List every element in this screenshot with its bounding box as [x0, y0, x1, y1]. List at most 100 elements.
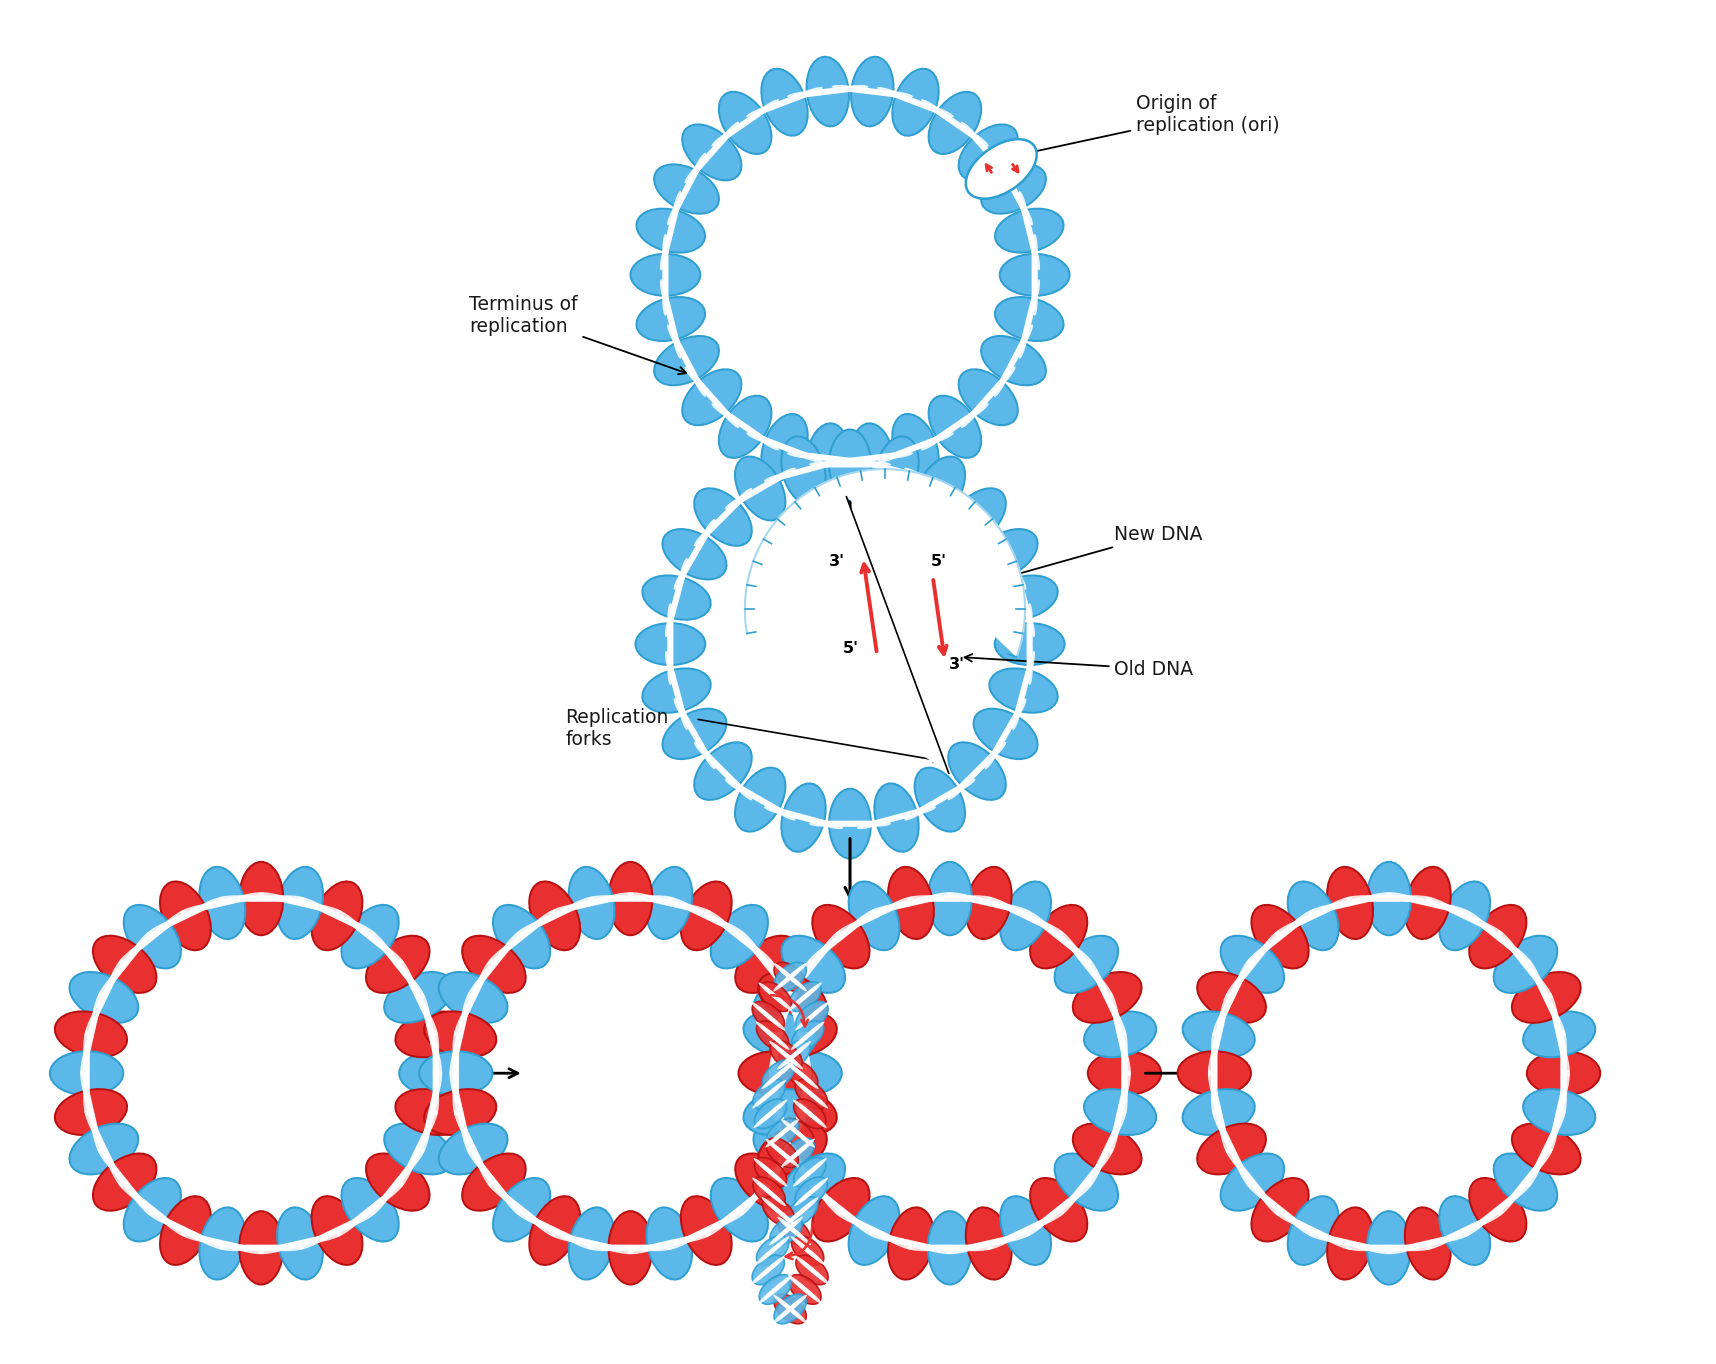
Ellipse shape [774, 1004, 789, 1037]
Ellipse shape [786, 1124, 810, 1143]
Ellipse shape [946, 779, 975, 797]
Ellipse shape [1018, 581, 1030, 614]
Ellipse shape [1225, 970, 1248, 998]
Ellipse shape [769, 95, 801, 109]
Ellipse shape [793, 1099, 817, 1118]
Ellipse shape [1218, 993, 1229, 1027]
Ellipse shape [959, 370, 1018, 426]
Ellipse shape [1251, 1178, 1309, 1241]
Ellipse shape [987, 896, 1019, 914]
Ellipse shape [752, 1264, 774, 1284]
Ellipse shape [776, 468, 808, 479]
Ellipse shape [415, 993, 432, 1024]
Ellipse shape [795, 1256, 819, 1275]
Text: Origin of
replication (ori): Origin of replication (ori) [1014, 94, 1280, 158]
Ellipse shape [807, 941, 836, 964]
Ellipse shape [84, 1030, 89, 1067]
Ellipse shape [482, 951, 506, 978]
Ellipse shape [400, 959, 415, 992]
Ellipse shape [724, 491, 755, 509]
Ellipse shape [1218, 993, 1234, 1024]
Ellipse shape [801, 1030, 808, 1067]
Ellipse shape [1474, 1206, 1502, 1229]
Ellipse shape [793, 1279, 817, 1300]
Ellipse shape [84, 1110, 101, 1143]
Ellipse shape [347, 918, 374, 940]
Ellipse shape [1275, 1211, 1308, 1228]
Ellipse shape [652, 898, 686, 908]
Ellipse shape [1275, 918, 1308, 936]
Ellipse shape [789, 993, 800, 1027]
Ellipse shape [880, 1233, 913, 1249]
Ellipse shape [148, 1206, 177, 1229]
Ellipse shape [832, 85, 867, 93]
Ellipse shape [817, 1187, 841, 1215]
Ellipse shape [765, 1138, 798, 1168]
Ellipse shape [762, 1198, 784, 1217]
Ellipse shape [1220, 1154, 1284, 1211]
Ellipse shape [662, 709, 726, 760]
Ellipse shape [498, 1187, 522, 1215]
Ellipse shape [832, 457, 867, 465]
Ellipse shape [640, 1241, 674, 1251]
Ellipse shape [1182, 1088, 1254, 1135]
Ellipse shape [1249, 1177, 1272, 1206]
Ellipse shape [432, 1030, 439, 1067]
Ellipse shape [91, 993, 101, 1027]
Ellipse shape [734, 768, 786, 832]
Ellipse shape [668, 603, 673, 637]
Ellipse shape [1030, 280, 1040, 312]
Ellipse shape [817, 1191, 846, 1214]
Ellipse shape [774, 1045, 798, 1065]
Ellipse shape [1088, 959, 1105, 992]
Ellipse shape [801, 1041, 812, 1076]
Ellipse shape [757, 1260, 779, 1279]
Ellipse shape [1560, 1068, 1567, 1103]
Ellipse shape [379, 1177, 402, 1206]
Ellipse shape [849, 1196, 899, 1264]
Ellipse shape [788, 90, 822, 98]
Ellipse shape [702, 913, 734, 930]
Ellipse shape [680, 902, 712, 919]
Ellipse shape [1019, 191, 1028, 224]
Ellipse shape [734, 1154, 798, 1211]
Ellipse shape [681, 1196, 731, 1264]
Ellipse shape [1285, 910, 1314, 933]
Ellipse shape [1213, 1094, 1224, 1129]
Ellipse shape [935, 784, 964, 803]
Ellipse shape [1308, 902, 1340, 919]
Ellipse shape [366, 1191, 395, 1214]
Ellipse shape [772, 1028, 782, 1064]
Ellipse shape [781, 936, 844, 993]
Ellipse shape [921, 432, 954, 446]
Ellipse shape [796, 1016, 807, 1052]
Ellipse shape [757, 1084, 781, 1103]
Ellipse shape [1031, 258, 1038, 292]
Ellipse shape [1543, 993, 1560, 1024]
Ellipse shape [745, 480, 776, 498]
Ellipse shape [752, 1001, 784, 1031]
Ellipse shape [587, 895, 621, 906]
Ellipse shape [1021, 592, 1031, 626]
Ellipse shape [959, 124, 1018, 180]
Ellipse shape [84, 1042, 89, 1079]
Ellipse shape [752, 1088, 776, 1109]
Ellipse shape [668, 325, 685, 355]
Ellipse shape [517, 1211, 549, 1228]
Ellipse shape [662, 529, 726, 580]
Ellipse shape [997, 539, 1014, 569]
Ellipse shape [995, 209, 1064, 252]
Ellipse shape [868, 462, 901, 473]
Ellipse shape [765, 1011, 837, 1057]
Ellipse shape [784, 1132, 801, 1165]
Ellipse shape [668, 195, 685, 225]
Ellipse shape [769, 1041, 793, 1060]
Ellipse shape [856, 460, 891, 469]
Ellipse shape [1115, 1094, 1126, 1129]
Ellipse shape [894, 898, 928, 908]
Ellipse shape [820, 821, 855, 827]
Ellipse shape [1460, 1217, 1493, 1233]
Ellipse shape [745, 791, 776, 809]
Ellipse shape [879, 90, 913, 98]
Ellipse shape [124, 1178, 180, 1241]
